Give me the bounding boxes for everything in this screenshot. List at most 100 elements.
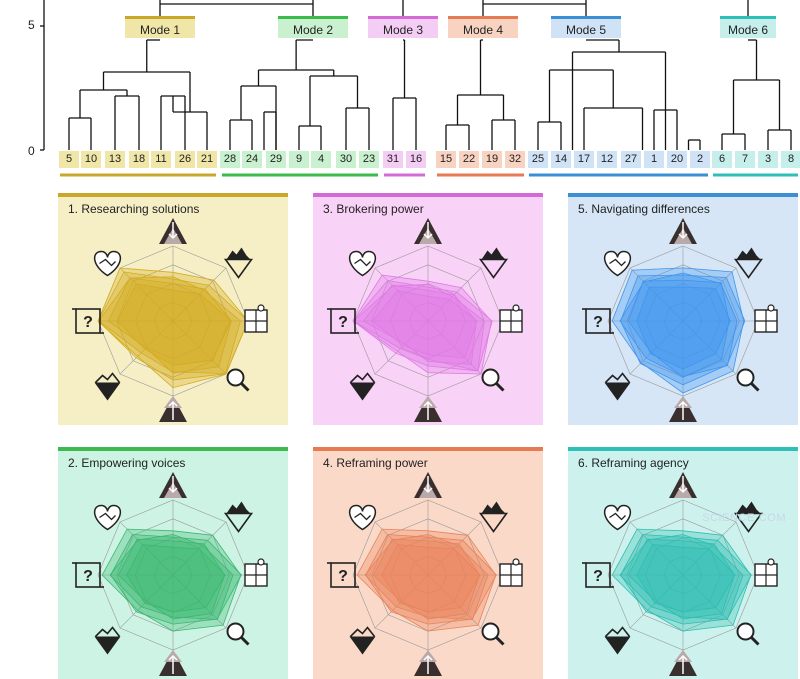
triangle-down-arrow-icon xyxy=(414,472,442,498)
magnifier-icon xyxy=(481,368,505,392)
radar-spoke xyxy=(682,267,737,322)
radar-chart: ? xyxy=(327,472,523,676)
leaf-label: 28 xyxy=(220,151,240,168)
panel-title: 1. Researching solutions xyxy=(68,202,200,216)
y-tick-0: 0 xyxy=(28,144,35,158)
panel-title: 2. Empowering voices xyxy=(68,456,186,470)
iceberg-icon xyxy=(733,501,764,533)
leaf-label: 1 xyxy=(644,151,664,168)
radar-spoke xyxy=(427,320,482,375)
question-frame-icon: ? xyxy=(327,562,359,588)
heart-handshake-icon xyxy=(604,250,631,277)
leaf-label: 19 xyxy=(482,151,502,168)
triangle-up-arrow-icon xyxy=(414,650,442,676)
leaf-label: 30 xyxy=(336,151,356,168)
radar-chart: ? xyxy=(582,218,778,422)
leaf-label: 6 xyxy=(712,151,732,168)
radar-panel: ? 2. Empowering voices xyxy=(58,447,288,679)
radar-series xyxy=(372,290,478,359)
radar-panel: ? 4. Reframing power xyxy=(313,447,543,679)
leaf-label: 21 xyxy=(197,151,217,168)
radar-chart: ? xyxy=(327,218,523,422)
radar-series xyxy=(107,277,232,374)
radar-series xyxy=(352,274,492,375)
svg-text:?: ? xyxy=(338,568,348,585)
radar-spoke xyxy=(374,320,429,375)
puzzle-icon xyxy=(244,558,268,587)
radar-spoke xyxy=(119,320,174,375)
magnifier-icon xyxy=(736,622,760,646)
puzzle-icon xyxy=(754,304,778,333)
radar-chart: ? xyxy=(582,472,778,676)
leaf-label: 25 xyxy=(528,151,548,168)
heart-handshake-icon xyxy=(94,250,121,277)
leaf-label: 2 xyxy=(690,151,710,168)
radar-spoke xyxy=(172,320,227,375)
radar-panel: ? 1. Researching solutions xyxy=(58,193,288,425)
radar-series xyxy=(98,276,241,374)
puzzle-icon xyxy=(499,304,523,333)
iceberg-dark-icon xyxy=(94,626,121,655)
iceberg-dark-icon xyxy=(94,372,121,401)
leaf-label: 5 xyxy=(59,151,79,168)
radar-panel: ? 3. Brokering power xyxy=(313,193,543,425)
radar-series xyxy=(627,279,730,378)
leaf-label: 29 xyxy=(266,151,286,168)
puzzle-icon xyxy=(244,304,268,333)
panel-title: 5. Navigating differences xyxy=(578,202,710,216)
mode-label: Mode 6 xyxy=(720,16,776,38)
panel-title: 6. Reframing agency xyxy=(578,456,689,470)
leaf-label: 10 xyxy=(81,151,101,168)
mode-label: Mode 3 xyxy=(368,16,438,38)
panel-title: 3. Brokering power xyxy=(323,202,424,216)
iceberg-dark-icon xyxy=(604,626,631,655)
triangle-up-arrow-icon xyxy=(159,396,187,422)
leaf-label: 9 xyxy=(289,151,309,168)
triangle-up-arrow-icon xyxy=(669,650,697,676)
mode-label: Mode 4 xyxy=(448,16,518,38)
dendrogram xyxy=(40,0,798,177)
radar-panel: ? 6. Reframing agency xyxy=(568,447,798,679)
magnifier-icon xyxy=(226,622,250,646)
radar-series xyxy=(101,528,242,632)
iceberg-dark-icon xyxy=(604,372,631,401)
triangle-down-arrow-icon xyxy=(159,472,187,498)
leaf-label: 18 xyxy=(129,151,149,168)
radar-series xyxy=(620,274,746,386)
magnifier-icon xyxy=(226,368,250,392)
leaf-label: 26 xyxy=(175,151,195,168)
leaf-label: 15 xyxy=(436,151,456,168)
radar-series xyxy=(352,280,493,372)
radar-series xyxy=(117,283,232,366)
iceberg-dark-icon xyxy=(349,626,376,655)
radar-series xyxy=(611,528,752,632)
leaf-label: 23 xyxy=(359,151,379,168)
y-tick-5: 5 xyxy=(28,18,35,32)
leaf-label: 27 xyxy=(621,151,641,168)
radar-series xyxy=(356,528,497,632)
puzzle-icon xyxy=(499,558,523,587)
question-frame-icon: ? xyxy=(327,308,359,334)
iceberg-icon xyxy=(733,247,764,279)
radar-series xyxy=(97,267,249,389)
heart-handshake-icon xyxy=(349,250,376,277)
iceberg-icon xyxy=(478,501,509,533)
radar-series xyxy=(636,286,731,370)
leaf-label: 7 xyxy=(735,151,755,168)
leaf-label: 12 xyxy=(597,151,617,168)
radar-series xyxy=(619,272,738,377)
radar-spoke xyxy=(172,267,227,322)
triangle-down-arrow-icon xyxy=(669,472,697,498)
svg-text:?: ? xyxy=(338,314,348,331)
radar-spoke xyxy=(629,320,684,375)
radar-spoke xyxy=(374,267,429,322)
magnifier-icon xyxy=(736,368,760,392)
svg-text:?: ? xyxy=(83,568,93,585)
leaf-label: 17 xyxy=(574,151,594,168)
radar-chart: ? xyxy=(72,472,268,676)
svg-text:?: ? xyxy=(593,568,603,585)
radar-panel: ? 5. Navigating differences xyxy=(568,193,798,425)
mode-label: Mode 1 xyxy=(125,16,195,38)
leaf-label: 3 xyxy=(758,151,778,168)
radar-series xyxy=(353,283,485,372)
